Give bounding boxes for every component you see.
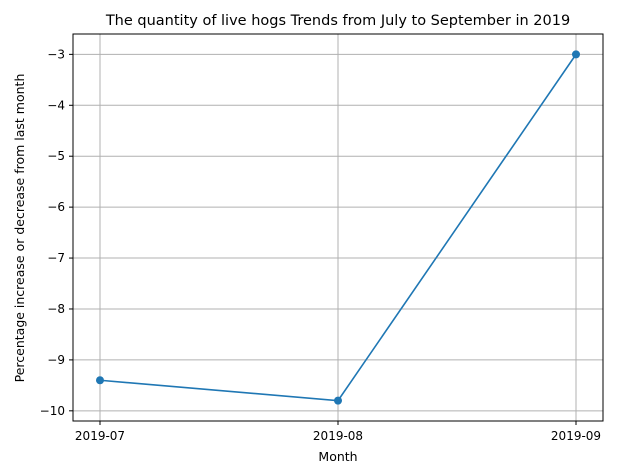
y-tick-label: −4 — [47, 98, 65, 112]
y-tick-label: −5 — [47, 149, 65, 163]
y-tick-label: −3 — [47, 47, 65, 61]
y-axis: −10 −9 −8 −7 −6 −5 −4 −3 — [40, 47, 73, 418]
y-axis-label: Percentage increase or decrease from las… — [12, 74, 27, 383]
chart-title: The quantity of live hogs Trends from Ju… — [105, 13, 570, 29]
x-tick-label: 2019-07 — [75, 429, 125, 443]
x-tick-label: 2019-08 — [313, 429, 363, 443]
y-tick-label: −9 — [47, 353, 65, 367]
y-tick-label: −6 — [47, 200, 65, 214]
x-axis-label: Month — [318, 449, 357, 464]
y-tick-label: −8 — [47, 302, 65, 316]
x-tick-label: 2019-09 — [551, 429, 601, 443]
data-point — [334, 396, 342, 405]
x-axis: 2019-07 2019-08 2019-09 — [75, 421, 601, 443]
y-tick-label: −10 — [40, 404, 65, 418]
y-tick-label: −7 — [47, 251, 65, 265]
grid-lines — [73, 34, 603, 421]
data-point — [96, 376, 104, 385]
series-layer — [96, 50, 580, 405]
data-point — [572, 50, 580, 59]
